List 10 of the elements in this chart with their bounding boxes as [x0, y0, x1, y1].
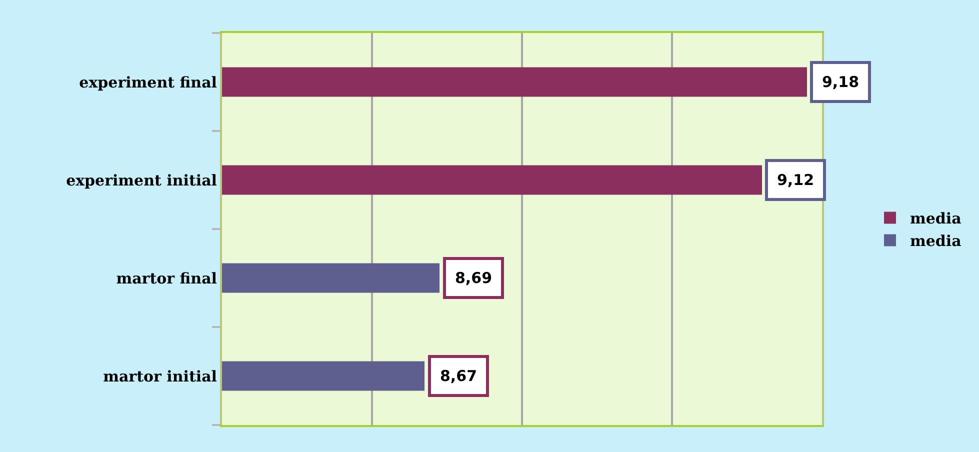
- legend-label: media: [910, 232, 962, 250]
- legend-label: media: [910, 210, 962, 228]
- data-label: 9,12: [777, 171, 814, 189]
- data-label: 8,67: [440, 367, 478, 385]
- data-label: 8,69: [455, 269, 492, 287]
- y-tick-label: experiment initial: [66, 171, 218, 190]
- y-tick-label: martor initial: [103, 367, 218, 386]
- data-label: 9,18: [822, 73, 860, 91]
- y-tick-label: martor final: [116, 269, 218, 288]
- y-tick-label: experiment final: [79, 73, 218, 92]
